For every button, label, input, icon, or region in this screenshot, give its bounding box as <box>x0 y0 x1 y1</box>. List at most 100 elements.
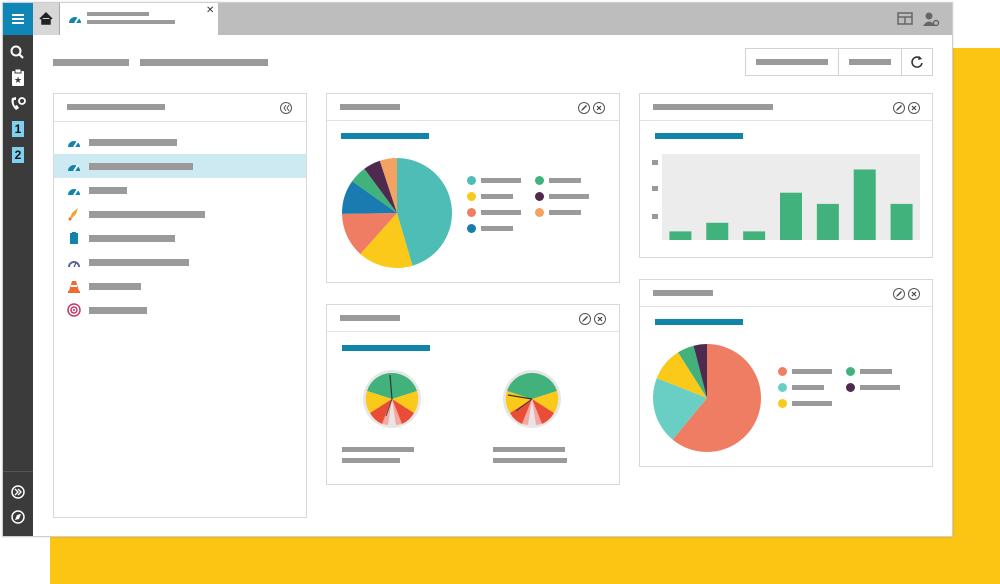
legend-swatch <box>778 367 787 376</box>
sidebar-item[interactable] <box>54 154 306 178</box>
bar <box>890 203 913 240</box>
legend-swatch <box>535 192 544 201</box>
widget-title <box>653 290 713 296</box>
layout-icon[interactable] <box>897 11 915 27</box>
breadcrumb-current[interactable] <box>140 59 268 66</box>
close-icon <box>597 316 603 322</box>
edit-button[interactable] <box>893 102 905 114</box>
legend-label <box>481 194 513 199</box>
pie-slice <box>672 344 761 452</box>
target-icon <box>67 303 81 317</box>
pie-slice <box>379 158 397 213</box>
bar <box>853 169 876 240</box>
header-button-group <box>745 48 933 76</box>
sidebar-item[interactable] <box>54 130 306 154</box>
widget-pie-top <box>326 93 620 283</box>
close-widget-button[interactable] <box>593 102 605 114</box>
menu-button[interactable] <box>3 3 33 35</box>
sidebar-item-label <box>89 211 205 218</box>
user-settings-icon[interactable] <box>922 11 940 27</box>
close-icon <box>911 105 917 111</box>
pencil-icon <box>896 291 902 297</box>
y-tick-label <box>652 186 658 191</box>
close-icon[interactable]: ✕ <box>206 5 215 16</box>
legend-swatch <box>467 176 476 185</box>
clipboard-icon <box>70 232 78 244</box>
close-widget-button[interactable] <box>908 288 920 300</box>
bar <box>816 203 839 240</box>
workspace-1-button[interactable]: 1 <box>3 119 33 141</box>
compass-icon <box>11 510 25 524</box>
sidebar-item-label <box>89 163 193 170</box>
dashboard-gauge-icon <box>69 16 81 24</box>
widget-title <box>340 104 400 110</box>
widget-accent-bar <box>655 133 743 139</box>
search-button[interactable] <box>3 41 33 63</box>
legend-label <box>860 369 892 374</box>
pie-slice <box>364 160 397 213</box>
legend-label <box>549 210 581 215</box>
tab-dashboard[interactable]: ✕ <box>60 3 218 35</box>
legend-label <box>481 178 521 183</box>
collapse-panel-button[interactable] <box>280 102 292 114</box>
sidebar-item[interactable] <box>54 202 306 226</box>
widget-header <box>640 280 932 307</box>
clipboard-star-button[interactable]: ★ <box>3 67 33 89</box>
expand-button[interactable] <box>3 481 33 503</box>
clipboard-star-icon: ★ <box>12 68 24 86</box>
workspace-2-button[interactable]: 2 <box>3 145 33 167</box>
phone-settings-button[interactable] <box>3 93 33 115</box>
nav-panel <box>53 93 307 518</box>
legend-swatch <box>467 208 476 217</box>
pencil-icon <box>896 105 902 111</box>
sidebar-item[interactable] <box>54 250 306 274</box>
tab-title <box>87 12 149 16</box>
home-icon <box>39 11 53 25</box>
menu-icon <box>12 14 24 16</box>
refresh-icon <box>911 56 923 68</box>
legend-label <box>860 385 900 390</box>
widget-accent-bar <box>342 345 430 351</box>
header-button-2[interactable] <box>839 49 901 75</box>
sidebar-item[interactable] <box>54 178 306 202</box>
two-icon: 2 <box>12 147 24 163</box>
pie-chart <box>653 344 761 452</box>
pie-slice <box>397 158 452 266</box>
chart-legend <box>467 176 612 246</box>
widget-gauges <box>326 304 620 485</box>
bar <box>743 231 766 240</box>
refresh-button[interactable] <box>902 49 932 75</box>
pie-slice <box>352 168 397 213</box>
expand-icon <box>11 485 25 499</box>
sidebar-item-label <box>89 307 147 314</box>
breadcrumb-root[interactable] <box>53 59 129 66</box>
header-button-1[interactable] <box>746 49 838 75</box>
close-icon <box>596 105 602 111</box>
pencil-icon <box>581 105 587 111</box>
widget-title <box>653 104 773 110</box>
edit-button[interactable] <box>578 102 590 114</box>
edit-button[interactable] <box>579 313 591 325</box>
pie-slice <box>653 378 707 440</box>
y-tick-label <box>652 160 658 165</box>
close-widget-button[interactable] <box>594 313 606 325</box>
legend-label <box>549 178 581 183</box>
legend-swatch <box>778 383 787 392</box>
sidebar-item[interactable] <box>54 274 306 298</box>
sidebar-item[interactable] <box>54 226 306 250</box>
widget-title <box>340 315 400 321</box>
compass-button[interactable] <box>3 506 33 528</box>
gauge-caption <box>342 458 400 463</box>
sidebar-item[interactable] <box>54 298 306 322</box>
legend-swatch <box>535 208 544 217</box>
edit-button[interactable] <box>893 288 905 300</box>
home-button[interactable] <box>33 3 60 35</box>
close-widget-button[interactable] <box>908 102 920 114</box>
traffic-cone-icon <box>68 281 80 293</box>
widget-bar-chart <box>639 93 933 258</box>
y-tick-label <box>652 214 658 219</box>
widget-header <box>640 94 932 121</box>
legend-label <box>481 226 513 231</box>
legend-swatch <box>846 383 855 392</box>
pencil-icon <box>582 316 588 322</box>
